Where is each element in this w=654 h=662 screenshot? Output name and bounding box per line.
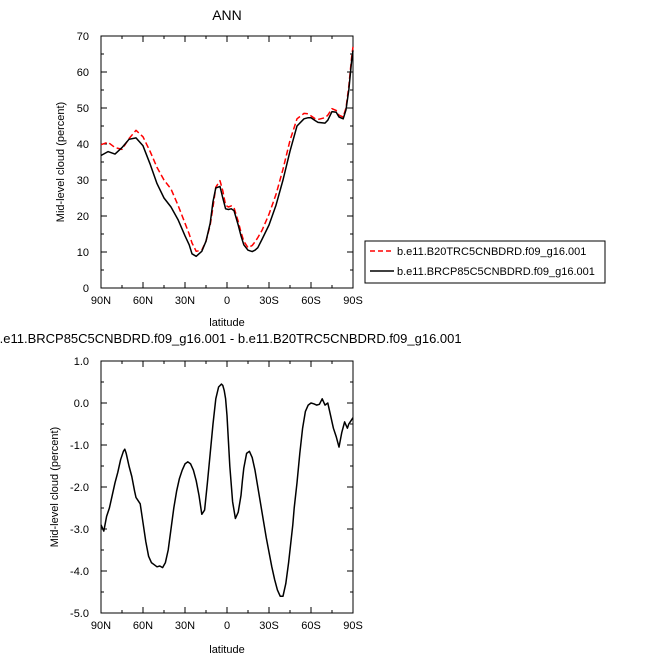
top-y-tick-label: 40	[77, 139, 89, 151]
bottom-axis-ticks: 90N 60N 30N 0 30S 60S 90S 1.0 0.0 -1.0 -2.0 -3.0 -4.…	[70, 356, 363, 632]
bottom-x-tick-label: 30S	[259, 620, 279, 632]
top-y-tick-label: 60	[77, 67, 89, 79]
top-y-tick-label: 30	[77, 175, 89, 187]
top-panel: ANN 90N 60N 30N 0 30S 60S 90S 0 10 20 30 40 50 60 70 l…	[55, 7, 363, 329]
top-plot-frame	[100, 35, 354, 289]
top-x-tick-label: 30N	[175, 295, 195, 307]
top-x-tick-label: 90N	[91, 295, 111, 307]
legend-box	[364, 240, 606, 284]
top-axis-ticks: 90N 60N 30N 0 30S 60S 90S 0 10 20 30 40 50 60 70	[77, 31, 363, 307]
top-y-tick-label: 50	[77, 103, 89, 115]
bottom-x-tick-label: 0	[224, 620, 230, 632]
top-x-tick-label: 60N	[133, 295, 153, 307]
bottom-series-group	[100, 383, 354, 597]
bottom-y-axis-label: Mid-level cloud (percent)	[49, 427, 61, 547]
legend-label-rcp85: b.e11.BRCP85C5CNBDRD.f09_g16.001	[397, 266, 595, 278]
top-chart-title: ANN	[212, 7, 242, 23]
bottom-chart-title: b.e11.BRCP85C5CNBDRD.f09_g16.001 - b.e11…	[0, 331, 462, 346]
top-x-tick-label: 0	[224, 295, 230, 307]
bottom-y-tick-label: 1.0	[74, 356, 89, 368]
top-series-line-0	[100, 46, 354, 253]
top-y-axis-label: Mid-level cloud (percent)	[55, 102, 67, 222]
bottom-x-tick-label: 60N	[133, 620, 153, 632]
bottom-x-tick-label: 90S	[343, 620, 363, 632]
legend: b.e11.B20TRC5CNBDRD.f09_g16.001 b.e11.BR…	[364, 240, 606, 284]
legend-label-historical: b.e11.B20TRC5CNBDRD.f09_g16.001	[397, 246, 586, 258]
bottom-y-tick-label: -2.0	[70, 482, 89, 494]
top-x-tick-label: 30S	[259, 295, 279, 307]
bottom-x-axis-label: latitude	[209, 644, 244, 656]
bottom-x-tick-label: 30N	[175, 620, 195, 632]
bottom-x-tick-label: 60S	[301, 620, 321, 632]
top-y-tick-label: 10	[77, 247, 89, 259]
bottom-y-tick-label: -1.0	[70, 440, 89, 452]
bottom-y-tick-label: 0.0	[74, 398, 89, 410]
top-y-tick-label: 0	[83, 283, 89, 295]
top-x-axis-label: latitude	[209, 317, 244, 329]
top-y-tick-label: 70	[77, 31, 89, 43]
bottom-plot-frame	[100, 360, 354, 614]
bottom-y-tick-label: -4.0	[70, 566, 89, 578]
bottom-x-tick-label: 90N	[91, 620, 111, 632]
bottom-panel: b.e11.BRCP85C5CNBDRD.f09_g16.001 - b.e11…	[0, 331, 462, 656]
top-x-tick-label: 60S	[301, 295, 321, 307]
bottom-y-tick-label: -5.0	[70, 608, 89, 620]
top-x-tick-label: 90S	[343, 295, 363, 307]
top-y-tick-label: 20	[77, 211, 89, 223]
bottom-series-line-0	[100, 383, 354, 597]
bottom-y-tick-label: -3.0	[70, 524, 89, 536]
top-series-group	[100, 46, 354, 258]
top-series-line-1	[100, 50, 354, 258]
